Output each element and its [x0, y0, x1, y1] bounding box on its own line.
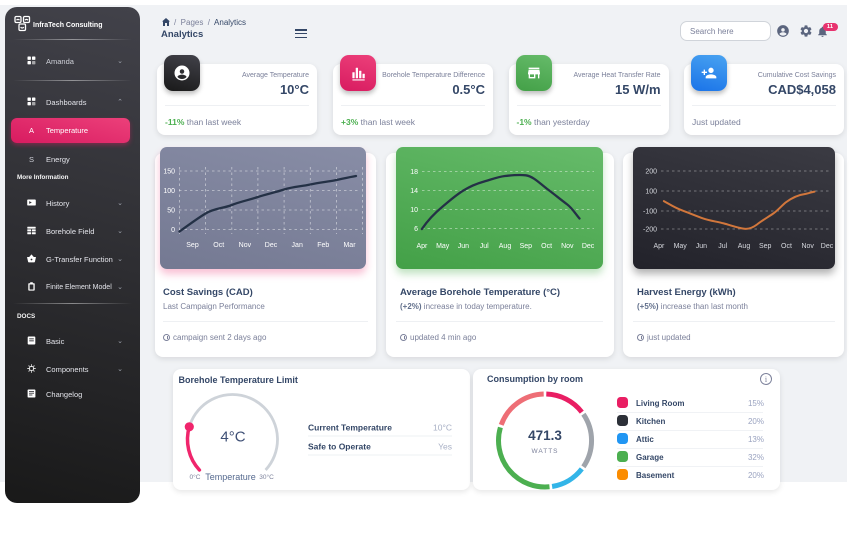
svg-text:WATTS: WATTS: [531, 448, 558, 455]
svg-text:Oct: Oct: [781, 243, 792, 250]
svg-text:150: 150: [163, 169, 175, 176]
svg-text:471.3: 471.3: [528, 428, 562, 443]
svg-text:Apr: Apr: [416, 243, 428, 250]
svg-text:Current Temperature: Current Temperature: [308, 423, 392, 433]
svg-text:-100: -100: [642, 209, 656, 216]
svg-text:Yes: Yes: [438, 442, 452, 452]
svg-text:Jul: Jul: [479, 243, 488, 250]
svg-text:Jul: Jul: [718, 243, 727, 250]
svg-text:Dec: Dec: [265, 242, 278, 249]
svg-text:14: 14: [410, 188, 418, 195]
svg-text:30°C: 30°C: [259, 473, 274, 481]
svg-text:May: May: [436, 243, 450, 250]
svg-text:-200: -200: [642, 227, 656, 234]
svg-text:Oct: Oct: [213, 242, 224, 249]
svg-text:10: 10: [410, 207, 418, 214]
svg-text:100: 100: [163, 188, 175, 195]
svg-text:Nov: Nov: [561, 243, 574, 250]
svg-text:18: 18: [410, 169, 418, 176]
svg-text:Mar: Mar: [343, 242, 356, 249]
svg-text:200: 200: [645, 169, 657, 176]
svg-text:May: May: [673, 243, 687, 250]
svg-text:Jun: Jun: [695, 243, 706, 250]
svg-text:Aug: Aug: [498, 243, 511, 250]
svg-text:50: 50: [167, 208, 175, 215]
svg-text:0: 0: [171, 227, 175, 234]
svg-text:Temperature: Temperature: [205, 472, 256, 482]
svg-text:Oct: Oct: [541, 243, 552, 250]
svg-text:0°C: 0°C: [190, 473, 201, 481]
svg-text:Jun: Jun: [457, 243, 468, 250]
svg-text:Sep: Sep: [758, 243, 771, 250]
svg-text:Nov: Nov: [801, 243, 814, 250]
svg-text:Safe to Operate: Safe to Operate: [308, 442, 371, 452]
svg-text:4°C: 4°C: [220, 429, 245, 446]
svg-text:Dec: Dec: [581, 243, 594, 250]
svg-text:Dec: Dec: [820, 243, 833, 250]
svg-text:Aug: Aug: [737, 243, 750, 250]
svg-text:6: 6: [414, 226, 418, 233]
svg-text:Nov: Nov: [239, 242, 252, 249]
svg-text:Apr: Apr: [653, 243, 665, 250]
svg-text:Jan: Jan: [292, 242, 303, 249]
svg-text:Feb: Feb: [317, 242, 329, 249]
svg-text:100: 100: [645, 189, 657, 196]
svg-text:10°C: 10°C: [433, 423, 452, 433]
svg-text:Sep: Sep: [519, 243, 532, 250]
svg-text:Sep: Sep: [186, 242, 199, 249]
